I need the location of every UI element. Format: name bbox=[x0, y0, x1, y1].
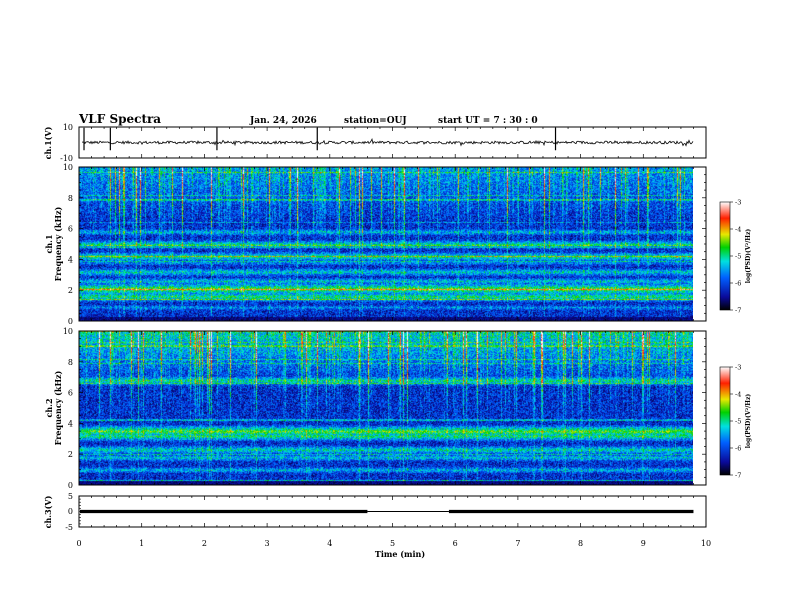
time-xtick-label-4: 4 bbox=[327, 539, 332, 548]
time-xtick-label-10: 10 bbox=[701, 539, 711, 548]
ch1-spectrogram-panel: 0 2 4 6 8 10 ch.1 Frequency (kHz) bbox=[44, 163, 707, 326]
ch3-ytick-mid: 0 bbox=[68, 507, 73, 516]
ch1-spectrogram-ylabel-frequency: Frequency (kHz) bbox=[53, 206, 63, 281]
ch2-spectrogram-ylabel-channel: ch.2 bbox=[44, 398, 54, 417]
ch2-spectrogram-yticks: 0 2 4 6 8 10 bbox=[63, 327, 706, 490]
ch2-spectrogram-ytick-label-4: 4 bbox=[68, 419, 73, 428]
ch1-colorbar-tick-label--5: -5 bbox=[735, 253, 741, 261]
ch1-waveform-panel: 10 -10 ch.1(V) bbox=[43, 123, 707, 163]
ch2-spectrogram-ytick-label-2: 2 bbox=[68, 450, 73, 459]
ch1-spectrogram-ytick-label-4: 4 bbox=[68, 255, 73, 264]
time-xtick-label-7: 7 bbox=[515, 539, 520, 548]
ch1-spectrogram-ytick-label-0: 0 bbox=[68, 317, 73, 326]
ch1-spectrogram-xticks bbox=[78, 167, 707, 321]
time-xtick-label-0: 0 bbox=[76, 539, 81, 548]
ch1-spectrogram-ytick-label-2: 2 bbox=[68, 286, 73, 295]
ch2-spectrogram-ytick-label-8: 8 bbox=[68, 358, 73, 367]
ch2-spectrogram-ytick-label-10: 10 bbox=[63, 327, 73, 336]
station-label: station=OUJ bbox=[344, 116, 407, 126]
ch1-waveform-spikes bbox=[83, 127, 557, 151]
ch2-colorbar-scale bbox=[719, 366, 731, 476]
ch3-level-panel: 5 0 -5 ch.3(V) bbox=[43, 492, 707, 532]
ch2-colorbar-tick-label--6: -6 bbox=[735, 445, 741, 453]
ch2-colorbar: -3 -4 -5 -6 -7 log(PSD)(V²/Hz) bbox=[719, 364, 752, 480]
ch2-spectrogram-ylabel-frequency: Frequency (kHz) bbox=[53, 370, 63, 445]
ch1-waveform-ylabel: ch.1(V) bbox=[43, 126, 53, 159]
ch1-colorbar-ticks: -3 -4 -5 -6 -7 bbox=[730, 199, 741, 315]
ch1-waveform-ytick-bottom: -10 bbox=[60, 154, 73, 163]
ch1-spectrogram-ytick-label-8: 8 bbox=[68, 194, 73, 203]
time-xtick-label-8: 8 bbox=[578, 539, 583, 548]
time-axis-label: Time (min) bbox=[375, 549, 425, 559]
ch1-spectrogram-image bbox=[79, 167, 693, 321]
ch3-level-trace bbox=[79, 495, 694, 528]
ch1-spectrogram-ytick-label-6: 6 bbox=[68, 225, 73, 234]
ch1-spectrogram-ylabel-channel: ch.1 bbox=[44, 234, 54, 253]
ch1-waveform-ytick-top: 10 bbox=[63, 123, 73, 132]
ch2-spectrogram-panel: 0 2 4 6 8 10 ch.2 Frequency (kHz) bbox=[44, 327, 707, 490]
ch2-colorbar-ticks: -3 -4 -5 -6 -7 bbox=[730, 364, 741, 480]
time-xtick-label-1: 1 bbox=[139, 539, 144, 548]
ch2-colorbar-tick-label--4: -4 bbox=[735, 391, 741, 399]
ch1-spectrogram-ytick-label-10: 10 bbox=[63, 163, 73, 172]
figure-title: VLF Spectra bbox=[78, 112, 161, 126]
ch1-colorbar-tick-label--7: -7 bbox=[735, 307, 741, 315]
ch1-colorbar-scale bbox=[719, 201, 731, 311]
ch1-colorbar-tick-label--4: -4 bbox=[735, 226, 741, 234]
ch1-spectrogram-yticks: 0 2 4 6 8 10 bbox=[63, 163, 706, 326]
ch3-ytick-top: 5 bbox=[68, 492, 73, 501]
time-xtick-label-9: 9 bbox=[641, 539, 646, 548]
ch2-colorbar-tick-label--5: -5 bbox=[735, 418, 741, 426]
ch3-ytick-bottom: -5 bbox=[65, 523, 73, 532]
start-time-label: start UT = 7 : 30 : 0 bbox=[438, 116, 538, 126]
ch2-colorbar-tick-label--3: -3 bbox=[735, 364, 741, 372]
ch2-spectrogram-image bbox=[79, 331, 693, 485]
ch1-waveform-xticks bbox=[78, 127, 707, 158]
ch1-colorbar-tick-label--6: -6 bbox=[735, 280, 741, 288]
ch1-colorbar-label: log(PSD)(V²/Hz) bbox=[745, 229, 752, 284]
time-xtick-label-2: 2 bbox=[202, 539, 207, 548]
ch1-colorbar-tick-label--3: -3 bbox=[735, 199, 741, 207]
ch2-spectrogram-ytick-label-0: 0 bbox=[68, 481, 73, 490]
ch1-waveform-trace bbox=[81, 138, 694, 147]
time-xtick-label-6: 6 bbox=[453, 539, 458, 548]
time-xtick-label-3: 3 bbox=[265, 539, 270, 548]
ch2-colorbar-label: log(PSD)(V²/Hz) bbox=[745, 394, 752, 449]
ch3-ylabel: ch.3(V) bbox=[43, 495, 53, 528]
time-xtick-label-5: 5 bbox=[390, 539, 395, 548]
ch2-colorbar-tick-label--7: -7 bbox=[735, 472, 741, 480]
time-axis-tick-labels: 0 1 2 3 4 5 6 7 8 9 10 bbox=[76, 539, 711, 548]
date-label: Jan. 24, 2026 bbox=[249, 116, 317, 126]
ch2-spectrogram-xticks bbox=[78, 331, 707, 485]
ch1-colorbar: -3 -4 -5 -6 -7 log(PSD)(V²/Hz) bbox=[719, 199, 752, 315]
ch2-spectrogram-ytick-label-6: 6 bbox=[68, 389, 73, 398]
ch3-level-xticks bbox=[78, 496, 707, 527]
